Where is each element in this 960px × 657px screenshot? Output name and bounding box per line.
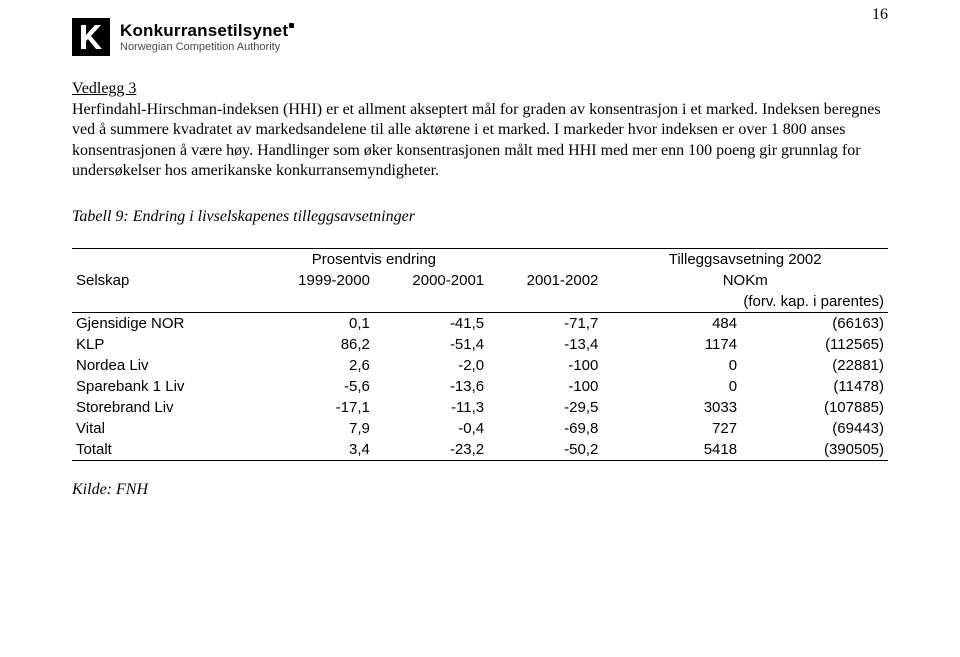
logo-title: Konkurransetilsynet [120,22,294,39]
table-row: Totalt3,4-23,2-50,25418(390505) [72,439,888,461]
cell-name: Storebrand Liv [72,397,260,418]
data-table: Prosentvis endring Tilleggsavsetning 200… [72,248,888,461]
th-prosentvis: Prosentvis endring [260,248,488,270]
cell-v: 1174 [602,334,741,355]
table-row: KLP86,2-51,4-13,41174(112565) [72,334,888,355]
cell-p: (390505) [741,439,888,461]
cell-c3: -50,2 [488,439,602,461]
cell-c2: -0,4 [374,418,488,439]
source-label: Kilde: FNH [72,481,888,499]
page-number: 16 [872,6,888,24]
logo-k-icon [77,23,105,51]
cell-name: Gjensidige NOR [72,312,260,334]
cell-c3: -71,7 [488,312,602,334]
cell-v: 727 [602,418,741,439]
heading-vedlegg: Vedlegg 3 [72,80,888,98]
cell-c3: -69,8 [488,418,602,439]
cell-p: (22881) [741,355,888,376]
logo-subtitle: Norwegian Competition Authority [120,42,294,53]
th-2001: 2001-2002 [488,270,602,291]
table-caption: Tabell 9: Endring i livselskapenes tille… [72,208,888,226]
th-paren: (forv. kap. i parentes) [602,291,888,313]
cell-c3: -13,4 [488,334,602,355]
cell-v: 3033 [602,397,741,418]
cell-v: 484 [602,312,741,334]
cell-name: Sparebank 1 Liv [72,376,260,397]
th-2000: 2000-2001 [374,270,488,291]
cell-v: 0 [602,376,741,397]
logo: Konkurransetilsynet Norwegian Competitio… [72,18,888,56]
cell-p: (112565) [741,334,888,355]
cell-c1: -5,6 [260,376,374,397]
table-row: Vital7,9-0,4-69,8727(69443) [72,418,888,439]
cell-v: 5418 [602,439,741,461]
cell-p: (69443) [741,418,888,439]
cell-c1: 0,1 [260,312,374,334]
cell-name: Nordea Liv [72,355,260,376]
cell-v: 0 [602,355,741,376]
cell-name: KLP [72,334,260,355]
cell-c3: -100 [488,376,602,397]
cell-c1: 2,6 [260,355,374,376]
table-row: Storebrand Liv-17,1-11,3-29,53033(107885… [72,397,888,418]
cell-c2: -23,2 [374,439,488,461]
cell-c2: -2,0 [374,355,488,376]
body-paragraph: Herfindahl-Hirschman-indeksen (HHI) er e… [72,100,888,182]
cell-p: (11478) [741,376,888,397]
cell-c3: -100 [488,355,602,376]
cell-c1: 3,4 [260,439,374,461]
cell-c1: 7,9 [260,418,374,439]
logo-title-text: Konkurransetilsynet [120,21,288,40]
cell-c2: -51,4 [374,334,488,355]
cell-c3: -29,5 [488,397,602,418]
th-nokm: NOKm [602,270,888,291]
cell-c1: -17,1 [260,397,374,418]
cell-p: (107885) [741,397,888,418]
logo-dot-icon [289,23,294,28]
table-row: Sparebank 1 Liv-5,6-13,6-1000(11478) [72,376,888,397]
cell-c2: -41,5 [374,312,488,334]
th-1999: 1999-2000 [260,270,374,291]
table-row: Gjensidige NOR0,1-41,5-71,7484(66163) [72,312,888,334]
cell-name: Totalt [72,439,260,461]
cell-name: Vital [72,418,260,439]
cell-c1: 86,2 [260,334,374,355]
cell-c2: -11,3 [374,397,488,418]
table-row: Nordea Liv2,6-2,0-1000(22881) [72,355,888,376]
th-tillegg: Tilleggsavsetning 2002 [602,248,888,270]
logo-mark [72,18,110,56]
cell-c2: -13,6 [374,376,488,397]
th-selskap: Selskap [72,270,260,291]
cell-p: (66163) [741,312,888,334]
